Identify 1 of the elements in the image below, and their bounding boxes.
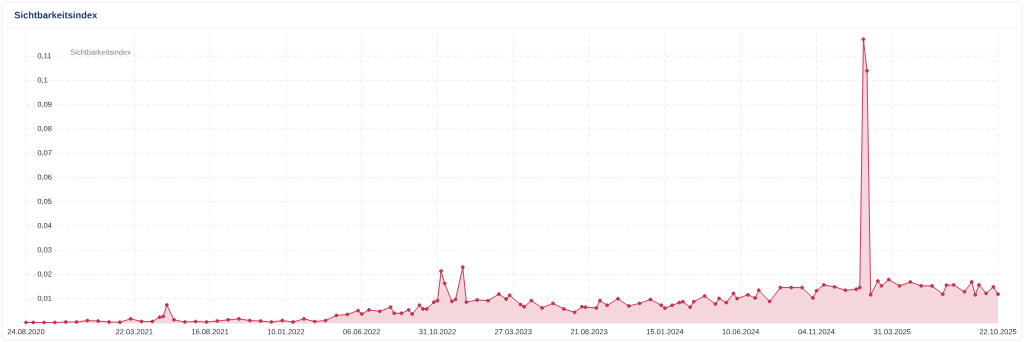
chart-title: Sichtbarkeitsindex [14, 11, 98, 19]
